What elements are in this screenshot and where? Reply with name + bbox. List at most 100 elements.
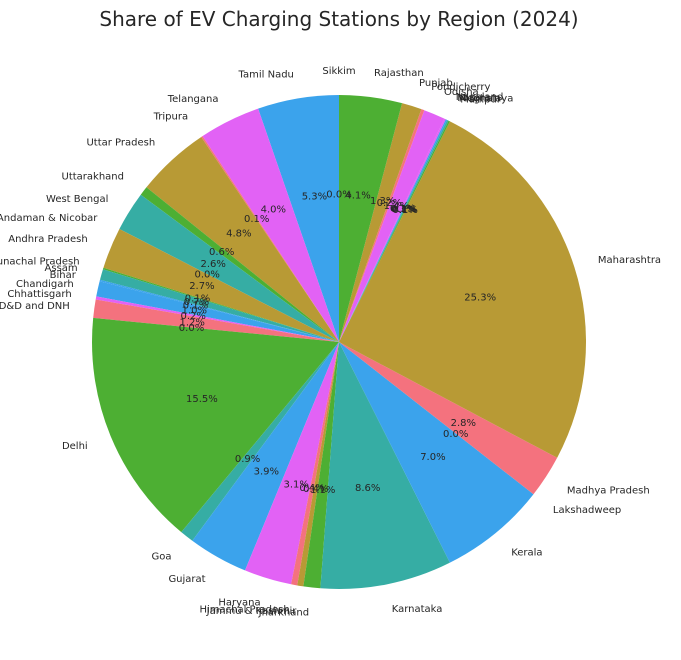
category-labels: Tamil Nadu Telangana Tripura Uttar Pradesh U…	[0, 66, 661, 619]
pct-label-kerala: 7.0%	[420, 452, 445, 463]
label-karnataka: Karnataka	[392, 604, 443, 615]
pct-label-manipur: 0.1%	[392, 205, 417, 216]
pct-label-chhattisgarh: 0.2%	[180, 311, 205, 322]
pct-label-andaman-and-nicobar: 0.0%	[194, 270, 219, 281]
slice-kerala	[339, 342, 534, 563]
pct-label-gujarat: 3.9%	[254, 467, 279, 478]
pct-label-goa: 0.9%	[235, 454, 260, 465]
slice-telangana	[202, 108, 339, 343]
slice-manipur	[339, 120, 450, 342]
pct-label-arunachal-pradesh: 0.1%	[185, 293, 210, 304]
slice-andhra-pradesh	[103, 228, 340, 342]
label-andaman-and-nicobar: Andaman & Nicobar	[0, 213, 98, 224]
slice-chandigarh	[96, 281, 339, 342]
slice-jammu-and-kashmir	[297, 342, 339, 587]
slice-maharashtra	[339, 121, 587, 458]
label-kerala: Kerala	[511, 548, 542, 559]
pct-label-maharashtra: 25.3%	[464, 293, 496, 304]
slice-punjab	[339, 103, 422, 343]
slice-meghalaya	[339, 119, 449, 342]
slice-jharkhand	[303, 342, 339, 589]
pct-label-jammu-and-kashmir: 0.4%	[303, 484, 328, 495]
label-west-bengal: West Bengal	[46, 194, 108, 205]
pct-label-assam: 0.7%	[184, 297, 209, 308]
pct-label-chandigarh: 1.0%	[182, 306, 207, 317]
label-arunachal-pradesh: Arunachal Pradesh	[0, 257, 80, 268]
label-nagaland: Nagaland	[456, 92, 504, 103]
pct-label-meghalaya: 0.1%	[392, 205, 417, 216]
label-manipur: Manipur	[460, 94, 502, 105]
label-madhya-pradesh: Madhya Pradesh	[567, 486, 650, 497]
pct-label-sikkim: 0.0%	[326, 189, 351, 200]
label-goa: Goa	[152, 551, 172, 562]
pct-label-dandd-and-dnh: 1.2%	[179, 318, 204, 329]
label-mizoram: Mizoram	[457, 93, 500, 104]
slice-mizoram	[339, 119, 448, 343]
slice-west-bengal	[119, 194, 339, 342]
pct-label-west-bengal: 2.6%	[200, 259, 225, 270]
slice-dandd-and-dnh	[93, 299, 340, 342]
chart-title: Share of EV Charging Stations by Region …	[99, 7, 578, 31]
pct-label-bihar: 0.1%	[183, 301, 208, 312]
pct-label-tamil-nadu: 5.3%	[302, 191, 327, 202]
label-bihar: Bihar	[50, 270, 77, 281]
label-rajasthan: Rajasthan	[374, 68, 424, 79]
label-chhattisgarh: Chhattisgarh	[7, 289, 71, 300]
pct-label-punjab: 1.3%	[370, 196, 395, 207]
pct-label-mizoram: 0.1%	[391, 204, 416, 215]
slice-delhi	[92, 317, 339, 533]
label-sikkim: Sikkim	[322, 66, 355, 77]
label-assam: Assam	[45, 263, 78, 274]
label-himachal-pradesh: Himachal Pradesh	[199, 605, 289, 616]
label-meghalaya: Meghalaya	[459, 94, 514, 105]
label-uttarakhand: Uttarakhand	[62, 171, 124, 182]
pct-label-jharkhand: 1.1%	[310, 485, 335, 496]
pct-label-nagaland: 0.1%	[390, 204, 415, 215]
label-tamil-nadu: Tamil Nadu	[238, 70, 294, 81]
slice-uttar-pradesh	[146, 137, 339, 342]
pct-label-himachal-pradesh: 0.4%	[299, 483, 324, 494]
slice-goa	[181, 342, 339, 541]
label-delhi: Delhi	[62, 441, 88, 452]
pct-label-lakshadweep: 0.0%	[443, 429, 468, 440]
slice-tripura	[201, 136, 339, 342]
label-chandigarh: Chandigarh	[16, 279, 74, 290]
slice-uttarakhand	[140, 187, 339, 342]
label-haryana: Haryana	[218, 598, 260, 609]
label-lakshadweep: Lakshadweep	[553, 505, 621, 516]
label-punjab: Punjab	[419, 78, 453, 89]
slice-madhya-pradesh	[339, 342, 558, 495]
label-dandd-and-dnh: D&D and DNH	[0, 301, 70, 312]
slice-tamil-nadu	[258, 95, 339, 342]
slice-rajasthan	[339, 95, 403, 342]
slice-nagaland	[339, 118, 446, 342]
label-uttar-pradesh: Uttar Pradesh	[86, 137, 155, 148]
slice-haryana	[245, 342, 339, 585]
pct-label-andhra-pradesh: 2.7%	[189, 281, 214, 292]
label-gujarat: Gujarat	[168, 574, 205, 585]
pct-label-haryana: 3.1%	[283, 479, 308, 490]
pct-label-karnataka: 8.6%	[355, 483, 380, 494]
slice-himachal-pradesh	[291, 342, 339, 586]
label-jharkhand: Jharkhand	[258, 608, 309, 619]
slice-karnataka	[320, 342, 450, 590]
label-odisha: Odisha	[444, 87, 479, 98]
pct-label-rajasthan: 4.1%	[345, 191, 370, 202]
label-tripura: Tripura	[153, 112, 188, 123]
label-telangana: Telangana	[167, 94, 219, 105]
pct-label-telangana: 4.0%	[261, 205, 286, 216]
slice-odisha	[339, 110, 445, 342]
slice-pondicherry	[339, 109, 425, 342]
pct-label-uttar-pradesh: 4.8%	[226, 228, 251, 239]
pie-slices	[92, 95, 587, 590]
slice-bihar	[99, 279, 339, 342]
slice-chhattisgarh	[95, 296, 339, 342]
pct-label-delhi: 15.5%	[186, 394, 218, 405]
pct-label-slice-14: 0.0%	[179, 323, 204, 334]
slice-assam	[99, 269, 340, 342]
label-maharashtra: Maharashtra	[598, 255, 661, 266]
pct-label-tripura: 0.1%	[244, 214, 269, 225]
label-jammu-and-kashmir: Jammu & Kashmir	[206, 606, 298, 617]
